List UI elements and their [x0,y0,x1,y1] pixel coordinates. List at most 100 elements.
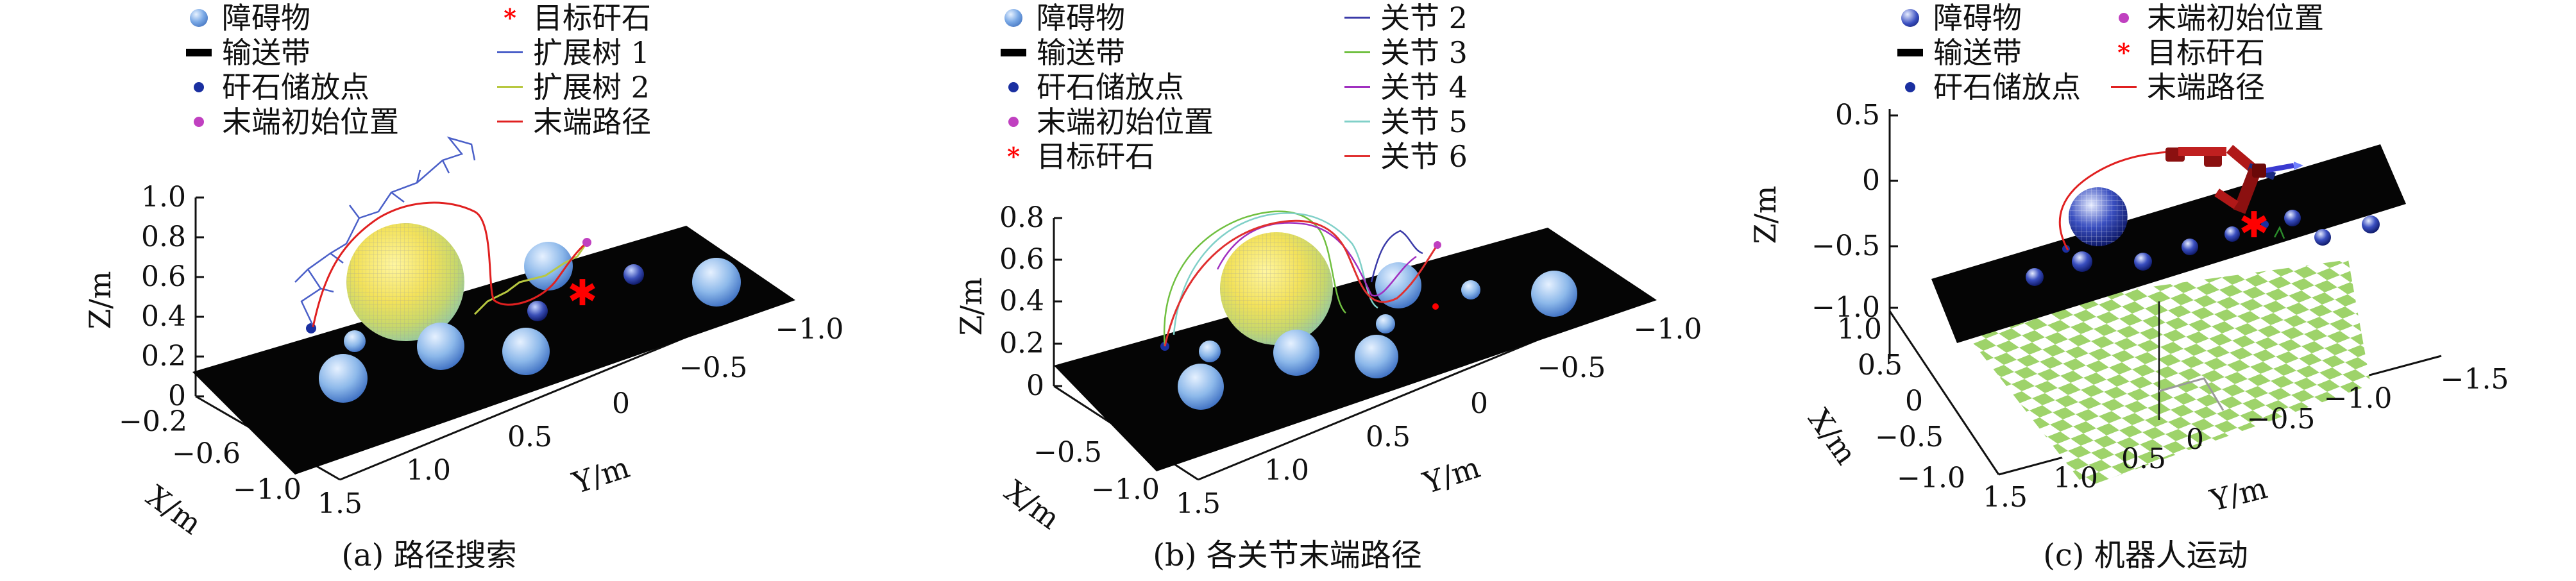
svg-text:−1.0: −1.0 [1634,313,1702,346]
storage-point [527,301,548,321]
svg-text:−0.5: −0.5 [1538,351,1606,384]
svg-text:−0.5: −0.5 [2247,403,2316,435]
base-frame [2158,377,2224,411]
z-axis-label: Z/m [83,271,117,329]
z-ticks: 1.0 0.8 0.6 0.4 0.2 0 [141,181,204,412]
legend-item: 输送带 [1897,36,2022,69]
expansion-tree-1 [300,136,476,326]
svg-text:−0.5: −0.5 [679,351,748,384]
joint-2-path [1370,230,1423,283]
svg-text:0: 0 [1905,385,1923,417]
end-effector-path [2058,149,2179,251]
star-icon: * [504,3,516,32]
z-tick-label: 0.2 [141,340,186,373]
legend-item: 末端路径 [497,105,651,139]
legend-item: 关节 3 [1344,36,1468,69]
svg-text:0.2: 0.2 [999,327,1044,360]
joint-3-path [1163,210,1346,347]
svg-text:−0.5: −0.5 [1811,230,1880,262]
legend-item: 关节 2 [1344,1,1468,35]
svg-text:−0.5: −0.5 [1875,421,1944,453]
obstacle-sphere [2182,239,2198,255]
obstacle-sphere-small [1199,341,1221,362]
end-initial-position [582,238,591,247]
legend-item: 输送带 [186,36,310,69]
panel-b-plot: 0.8 0.6 0.4 0.2 0 Z/m −0.5 −1.0 [954,201,1702,536]
y-ticks: 1.5 1.0 0.5 0 −0.5 −1.0 [318,313,843,520]
svg-text:−1.0: −1.0 [1811,291,1880,324]
legend-item: 障碍物 [186,1,310,35]
svg-text:1.5: 1.5 [1176,487,1221,520]
line-icon [2111,74,2137,100]
storage-point [2062,245,2070,253]
target-gangue-star: ✱ [2239,205,2269,246]
x-axis-label: X/m [1802,403,1864,471]
conveyor-belt [192,226,795,475]
svg-text:1.0: 1.0 [406,454,451,487]
legend-item: 关节 5 [1344,105,1468,139]
z-tick-label: 1.0 [141,181,186,214]
svg-text:−1.0: −1.0 [2324,382,2393,415]
x-axis-label: X/m [998,473,1066,536]
line-icon [1344,74,1370,100]
target-marker-green [2273,226,2285,239]
svg-text:1.5: 1.5 [318,487,362,520]
robot-arm [2165,144,2303,214]
line-icon [1344,144,1370,169]
svg-text:1.5: 1.5 [1983,481,2028,514]
x-ticks: −0.2 −0.6 −1.0 [119,405,301,506]
legend-item: 矸石储放点 [1001,71,1184,104]
svg-text:0: 0 [612,387,630,420]
svg-text:0: 0 [1470,387,1488,420]
ground-checkerboard [1951,260,2371,487]
legend-item: 末端初始位置 [186,105,399,139]
svg-text:−1.0: −1.0 [233,473,301,506]
bar-icon [1001,40,1026,65]
conveyor-belt [1931,144,2406,343]
z-tick-label: 0.6 [141,260,186,293]
obstacle-sphere [417,323,464,370]
storage-point [2261,221,2269,228]
storage-point [1461,280,1480,299]
line-icon [1344,109,1370,135]
obstacle-sphere [2314,229,2331,246]
conveyor-belt [1054,228,1657,471]
svg-text:1.0: 1.0 [2053,462,2098,494]
expansion-tree-2 [473,242,588,316]
legend-item: * 目标矸石 [2111,36,2265,69]
z-tick-label: 0 [168,380,186,412]
panel-c: 0.5 0 −0.5 −1.0 Z/m [1716,0,2575,581]
legend-item: 障碍物 [1001,1,1125,35]
dot-icon [186,109,212,135]
z-tick-label: 0.8 [141,221,186,253]
caption-a: (a) 路径搜索 [341,537,517,573]
obstacle-sphere [2284,210,2301,226]
x-axis-line [1888,310,2000,475]
bar-icon [186,40,212,65]
star-icon: * [1007,142,1020,171]
legend-item: 关节 6 [1344,140,1468,173]
obstacle-sphere [2026,268,2044,286]
sphere-icon [1897,5,1923,31]
y-axis-label: Y/m [568,450,634,500]
x-ticks: 1.0 0.5 0 −0.5 −1.0 [1837,313,1965,494]
legend-item: 末端初始位置 [2111,1,2324,35]
y-axis-label: Y/m [2206,470,2271,518]
legend-item: 矸石储放点 [1897,71,2081,104]
legend-item: * 目标矸石 [497,1,651,35]
dot-icon [1001,109,1026,135]
obstacle-sphere-small [344,330,366,352]
svg-text:−0.2: −0.2 [119,405,187,438]
line-icon [1344,5,1370,31]
svg-text:−1.5: −1.5 [2441,363,2509,396]
legend-item: 扩展树 2 [497,71,650,104]
svg-text:0.4: 0.4 [999,285,1044,317]
bar-icon [1897,40,1923,65]
line-icon [497,109,523,135]
storage-point [306,323,316,333]
target-gangue [1432,303,1439,310]
line-icon [497,40,523,65]
caption-c: (c) 机器人运动 [2043,537,2248,573]
svg-text:1.0: 1.0 [1264,454,1309,487]
svg-text:0.5: 0.5 [2121,442,2166,475]
